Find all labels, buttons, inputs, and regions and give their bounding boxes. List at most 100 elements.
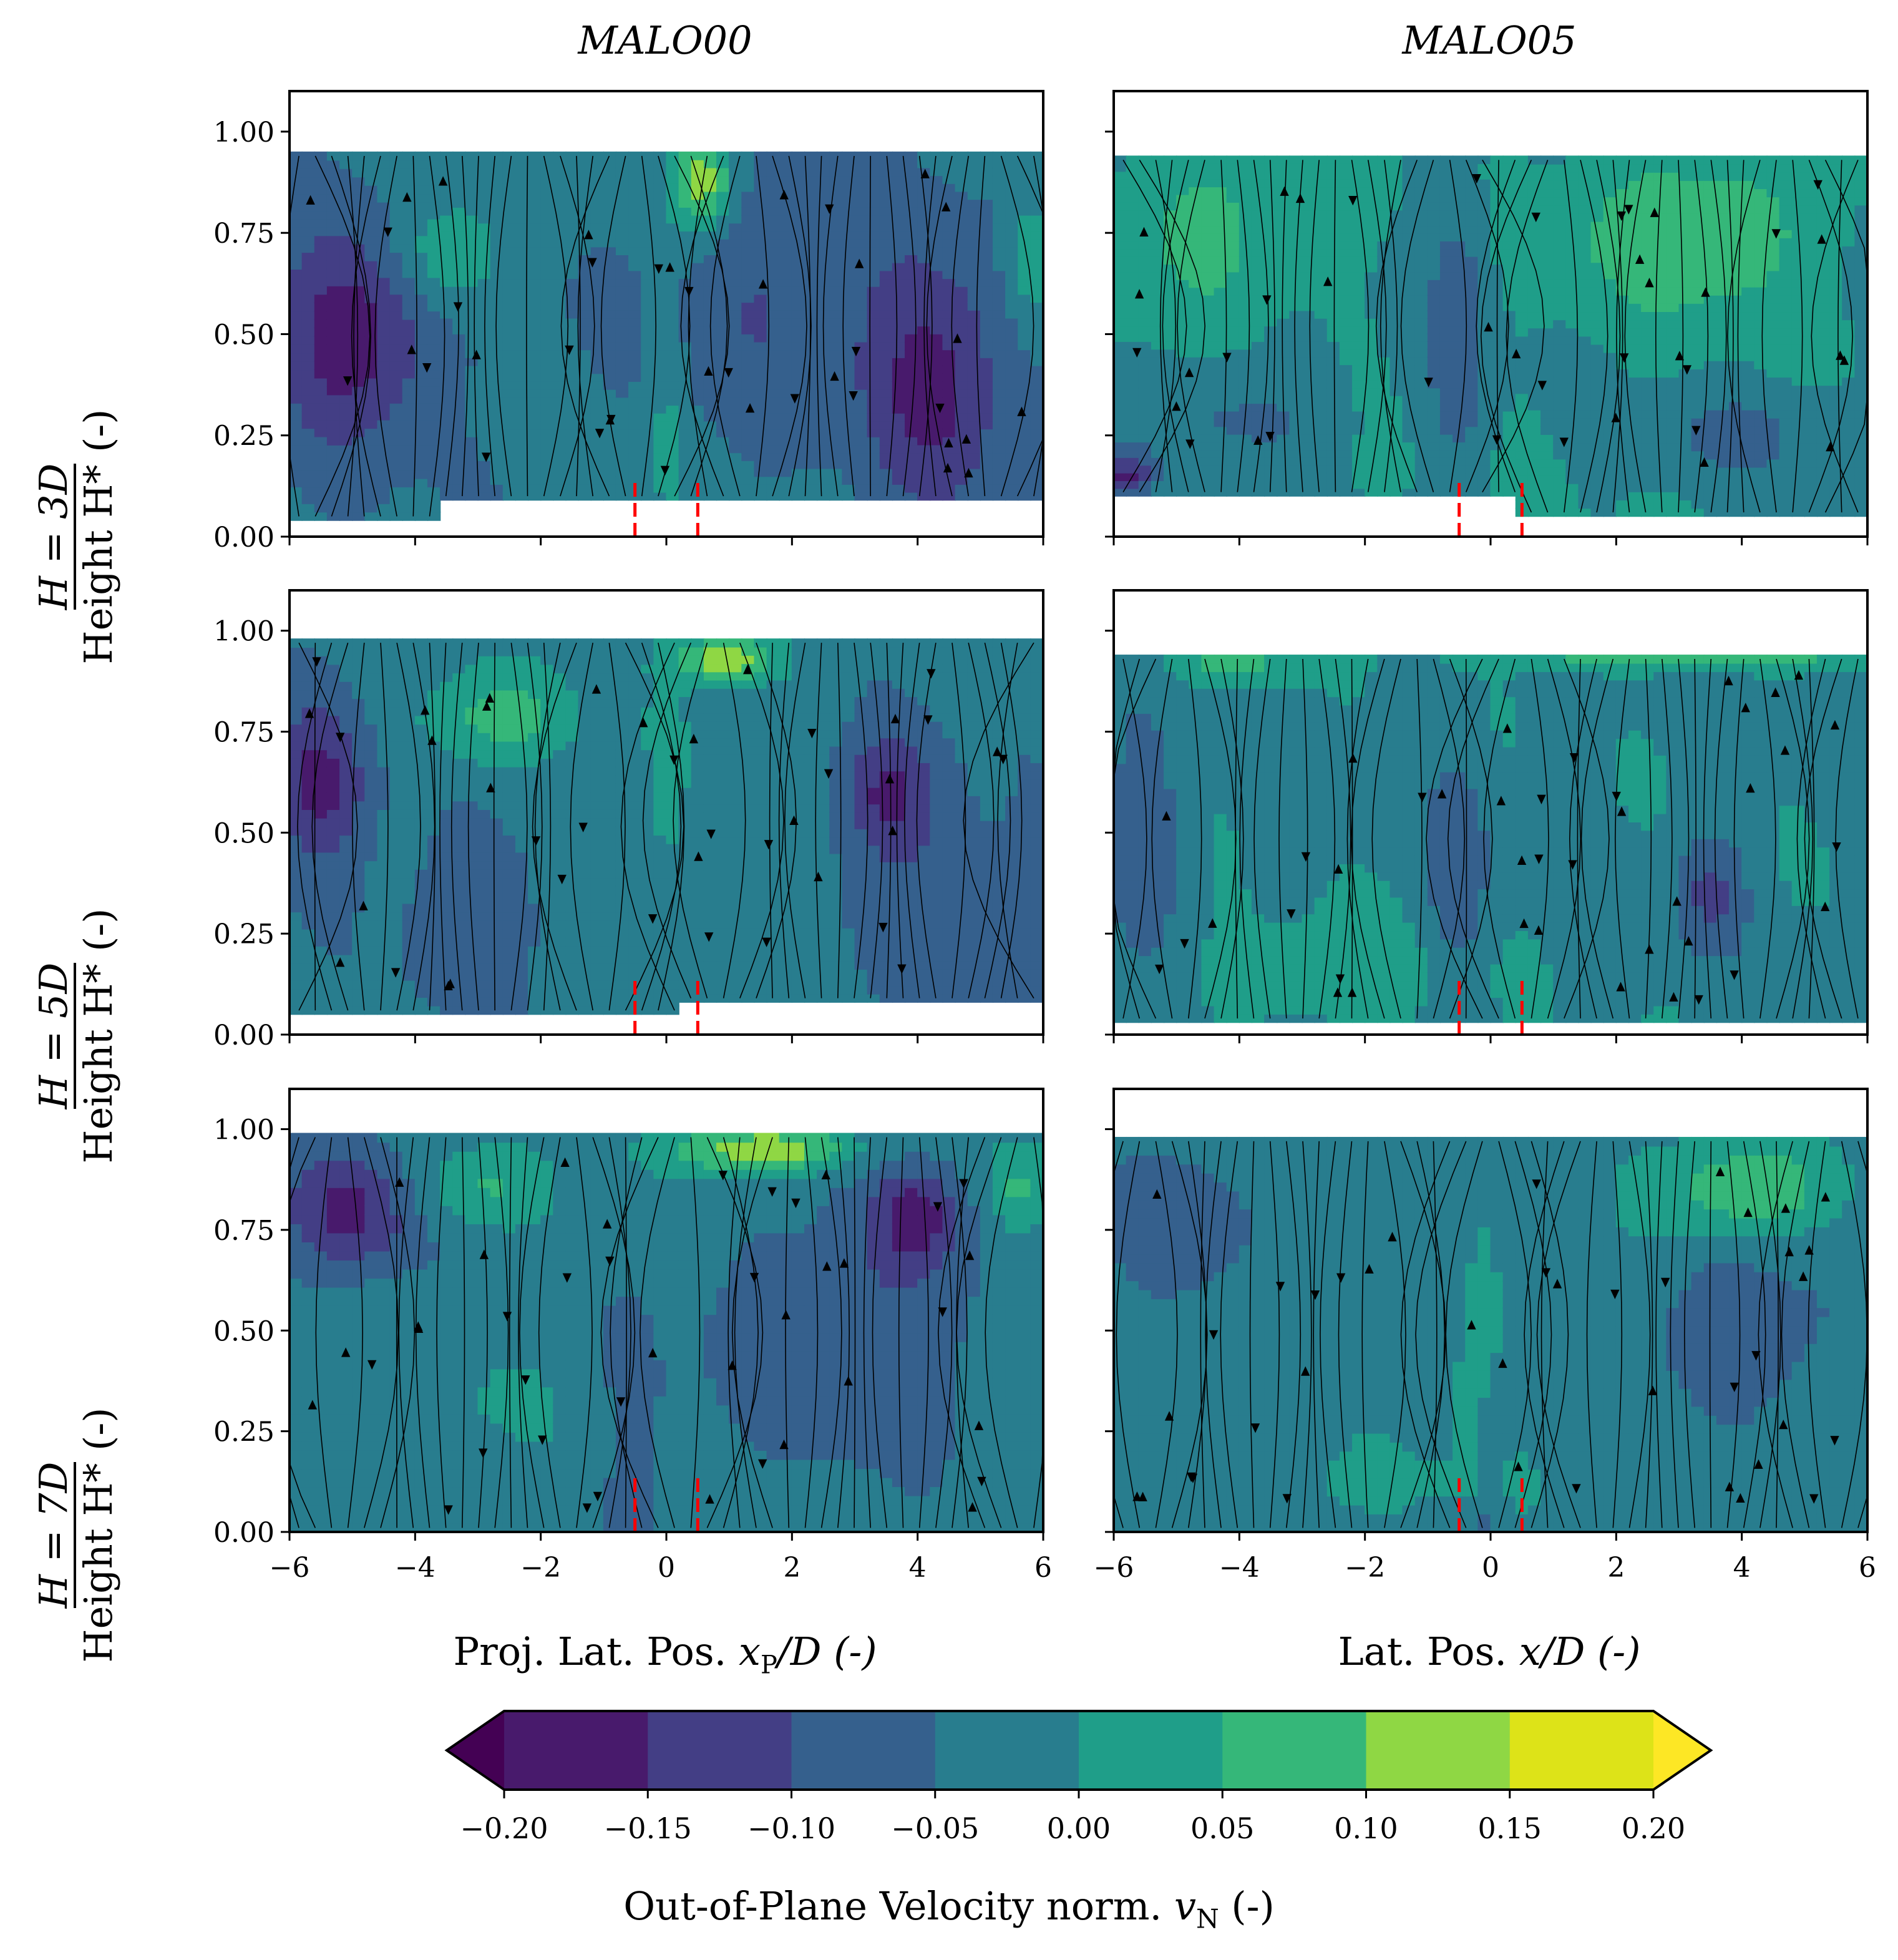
contour-cell	[1151, 287, 1165, 296]
contour-cell	[942, 294, 956, 303]
contour-cell	[955, 215, 968, 224]
contour-cell	[553, 278, 567, 287]
contour-cell	[1251, 163, 1265, 172]
contour-cell	[364, 268, 378, 278]
contour-cell	[879, 270, 893, 280]
contour-cell	[1114, 449, 1127, 458]
contour-cell	[955, 460, 968, 469]
contour-cell	[804, 262, 818, 271]
contour-cell	[1352, 271, 1366, 280]
contour-cell	[892, 191, 906, 200]
streamline	[543, 155, 569, 497]
contour-cell	[590, 207, 605, 216]
contour-cell	[1691, 507, 1705, 517]
contour-cell	[628, 151, 642, 160]
contour-cell	[1653, 409, 1667, 419]
contour-cell	[955, 238, 968, 248]
contour-cell	[402, 436, 416, 446]
contour-cell	[1201, 217, 1215, 227]
contour-cell	[1615, 197, 1630, 206]
contour-cell	[955, 207, 968, 216]
contour-cell	[1352, 411, 1366, 419]
contour-cell	[754, 183, 767, 192]
contour-cell	[1189, 233, 1202, 241]
contour-cell	[590, 436, 605, 446]
contour-cell	[1465, 333, 1479, 342]
contour-cell	[326, 319, 341, 328]
contour-cell	[1678, 507, 1692, 517]
contour-cell	[1377, 194, 1391, 203]
contour-cell	[352, 495, 366, 504]
contour-cell	[490, 444, 504, 454]
contour-cell	[301, 168, 315, 178]
contour-cell	[301, 327, 315, 337]
contour-cell	[440, 262, 454, 271]
contour-cell	[1439, 349, 1454, 358]
contour-cell	[1691, 393, 1705, 402]
contour-cell	[930, 294, 943, 303]
contour-cell	[339, 168, 353, 178]
contour-cell	[290, 210, 303, 220]
contour-cell	[402, 202, 416, 212]
contour-cell	[1302, 441, 1315, 451]
contour-cell	[540, 357, 554, 366]
contour-cell	[1352, 178, 1366, 188]
contour-cell	[1302, 210, 1315, 218]
contour-cell	[1226, 295, 1240, 303]
contour-cell	[402, 310, 416, 320]
contour-cell	[414, 168, 429, 178]
contour-cell	[540, 310, 554, 319]
contour-cell	[515, 318, 529, 327]
contour-cell	[326, 344, 341, 354]
contour-cell	[290, 427, 303, 437]
contour-cell	[1427, 186, 1441, 195]
contour-cell	[339, 202, 353, 212]
contour-cell	[402, 185, 416, 195]
contour-cell	[628, 278, 642, 287]
contour-cell	[666, 428, 679, 437]
contour-cell	[1389, 240, 1403, 250]
contour-cell	[540, 468, 554, 477]
contour-cell	[703, 238, 718, 248]
contour-cell	[528, 215, 542, 224]
contour-cell	[942, 159, 956, 168]
contour-cell	[452, 444, 466, 454]
contour-cell	[1151, 263, 1165, 273]
contour-cell	[1666, 237, 1680, 246]
contour-cell	[691, 381, 705, 390]
contour-cell	[1741, 352, 1755, 361]
contour-cell	[829, 341, 843, 351]
contour-cell	[1590, 459, 1604, 468]
contour-cell	[1729, 245, 1743, 255]
contour-cell	[1151, 356, 1165, 366]
contour-cell	[402, 268, 416, 278]
contour-cell	[1565, 368, 1579, 378]
contour-cell	[1314, 240, 1328, 250]
contour-cell	[1703, 352, 1718, 361]
contour-cell	[980, 151, 994, 160]
contour-cell	[615, 389, 630, 398]
contour-cell	[477, 183, 491, 192]
contour-cell	[1264, 233, 1278, 241]
contour-cell	[1030, 460, 1043, 469]
contour-cell	[1603, 344, 1617, 353]
contour-cell	[1465, 341, 1479, 350]
contour-cell	[1326, 225, 1341, 234]
contour-cell	[1138, 248, 1152, 257]
contour-cell	[1201, 279, 1215, 288]
contour-cell	[603, 301, 617, 311]
contour-cell	[703, 436, 718, 446]
contour-cell	[1314, 225, 1328, 234]
contour-cell	[1678, 426, 1692, 435]
contour-cell	[565, 365, 579, 374]
contour-cell	[1302, 341, 1315, 350]
contour-cell	[1453, 449, 1466, 458]
contour-cell	[1302, 217, 1315, 227]
contour-cell	[290, 294, 303, 303]
contour-cell	[1302, 449, 1315, 458]
contour-cell	[326, 512, 341, 521]
contour-cell	[741, 310, 755, 319]
contour-cell	[917, 373, 931, 382]
contour-cell	[1030, 246, 1043, 255]
contour-cell	[829, 365, 843, 374]
